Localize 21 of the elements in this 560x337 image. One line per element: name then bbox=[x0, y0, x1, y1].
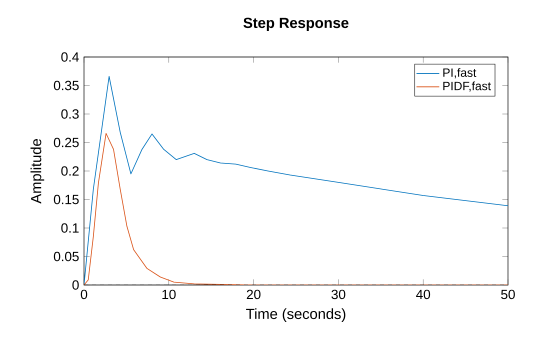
legend-label: PIDF,fast bbox=[443, 81, 491, 92]
y-tick-label: 0.05 bbox=[54, 252, 79, 262]
y-tick-label: 0 bbox=[72, 280, 79, 290]
x-tick-label: 10 bbox=[162, 290, 176, 300]
y-tick-label: 0.35 bbox=[54, 80, 79, 90]
x-tick-label: 20 bbox=[246, 290, 260, 300]
y-tick-label: 0.2 bbox=[61, 166, 79, 176]
line-series bbox=[84, 132, 508, 286]
y-tick-label: 0.25 bbox=[54, 138, 79, 148]
x-tick-label: 0 bbox=[80, 290, 88, 300]
y-tick-label: 0.1 bbox=[61, 223, 79, 233]
x-tick-label: 30 bbox=[331, 290, 346, 300]
y-axis-title: Amplitude bbox=[30, 139, 44, 204]
x-tick-label: 40 bbox=[416, 290, 430, 300]
y-tick-label: 0.4 bbox=[61, 52, 79, 62]
x-tick-label: 50 bbox=[501, 290, 515, 300]
legend-label: PI,fast bbox=[443, 68, 476, 78]
y-tick-label: 0.3 bbox=[61, 109, 79, 119]
y-tick-label: 0.15 bbox=[54, 194, 79, 204]
x-axis-title: Time (seconds) bbox=[246, 308, 346, 322]
chart-title: Step Response bbox=[243, 18, 348, 31]
